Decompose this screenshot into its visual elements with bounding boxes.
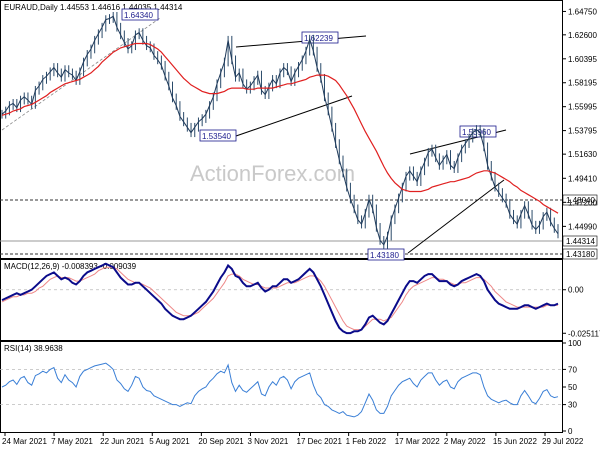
price-panel-frame [0, 0, 563, 259]
macd-y-tick-label: -0.025117 [568, 329, 600, 338]
price-label-support: 1.43180 [562, 248, 598, 260]
svg-text:1.64340: 1.64340 [124, 11, 153, 20]
x-tick-label: 1 Feb 2022 [346, 437, 387, 446]
price-y-tick-label: 1.60395 [568, 55, 597, 64]
price-y-axis: 1.64750 1.62600 1.60395 1.58195 1.55995 1.537… [562, 7, 597, 231]
channel-top-line [235, 35, 367, 48]
macd-series-layer [1, 262, 559, 335]
x-tick-label: 5 Aug 2021 [149, 437, 190, 446]
svg-text:1.43180: 1.43180 [370, 251, 399, 260]
annotation-high-3: 1.53960 [459, 125, 497, 138]
rsi-y-tick-label: 0 [568, 427, 573, 436]
rsi-y-tick-label: 100 [568, 339, 582, 348]
macd-panel-title: MACD(12,26,9) -0.008393 -0.009039 [4, 262, 137, 271]
annotation-high-1: 1.64340 [121, 8, 159, 21]
price-y-tick-label: 1.62600 [568, 31, 597, 40]
rsi-line [1, 362, 559, 418]
macd-signal-line [1, 266, 558, 331]
svg-text:1.62239: 1.62239 [304, 34, 333, 43]
triangle-bottom-line [407, 179, 505, 254]
rsi-series-layer [1, 362, 559, 418]
annotation-low-1: 1.53540 [199, 129, 237, 142]
price-y-tick-label: 1.64750 [568, 7, 597, 16]
watermark: ActionForex.com [190, 161, 355, 186]
rsi-y-tick-label: 50 [568, 383, 577, 392]
svg-text:1.44314: 1.44314 [566, 237, 595, 246]
x-tick-label: 17 Mar 2022 [395, 437, 440, 446]
price-panel-title: EURAUD,Daily 1.44553 1.44616 1.44035 1.4… [4, 3, 183, 12]
rsi-panel-title: RSI(14) 38.9638 [4, 344, 63, 353]
x-tick-label: 3 Nov 2021 [247, 437, 288, 446]
x-tick-label: 24 Mar 2021 [2, 437, 47, 446]
macd-panel-frame [0, 259, 563, 341]
price-label-resistance: 1.48040 [562, 194, 598, 206]
x-tick-label: 29 Jul 2022 [542, 437, 584, 446]
macd-y-tick-label: 0.00 [568, 286, 584, 295]
x-tick-label: 2 May 2022 [444, 437, 486, 446]
x-tick-label: 15 Jun 2022 [493, 437, 538, 446]
annotation-low-2: 1.43180 [367, 248, 405, 261]
price-y-tick-label: 1.55995 [568, 103, 597, 112]
moving-average-line [1, 42, 559, 214]
x-tick-label: 7 May 2021 [51, 437, 93, 446]
x-axis: 24 Mar 2021 7 May 2021 22 Jun 2021 5 Aug 20… [2, 432, 584, 446]
price-y-tick-label: 1.51630 [568, 150, 597, 159]
rsi-y-axis: 100 70 50 30 0 [0, 339, 582, 436]
price-line [1, 15, 559, 246]
x-tick-label: 22 Jun 2021 [100, 437, 145, 446]
uptrend-dashed-line [1, 17, 161, 131]
price-y-tick-label: 1.53795 [568, 127, 597, 136]
x-tick-label: 20 Sep 2021 [198, 437, 244, 446]
macd-y-axis: 0.00 -0.025117 [0, 286, 600, 338]
price-series-layer [1, 11, 559, 250]
price-y-tick-label: 1.44990 [568, 222, 597, 231]
svg-text:1.48040: 1.48040 [566, 196, 595, 205]
x-tick-label: 17 Dec 2021 [297, 437, 343, 446]
macd-line [1, 262, 559, 335]
svg-text:1.53540: 1.53540 [202, 132, 231, 141]
svg-text:1.43180: 1.43180 [566, 250, 595, 259]
rsi-y-tick-label: 30 [568, 401, 577, 410]
channel-bottom-line [235, 95, 353, 137]
price-label-current: 1.44314 [562, 235, 598, 247]
price-y-tick-label: 1.49410 [568, 174, 597, 183]
price-y-tick-label: 1.58195 [568, 79, 597, 88]
price-y-tick-label: 1.47200 [568, 198, 597, 207]
annotation-high-2: 1.62239 [301, 31, 339, 44]
rsi-y-tick-label: 70 [568, 365, 577, 374]
